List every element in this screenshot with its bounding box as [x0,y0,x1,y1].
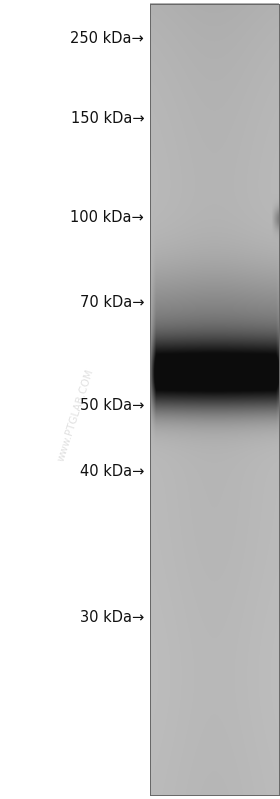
Text: www.PTGLAB.COM: www.PTGLAB.COM [56,368,95,463]
Text: 30 kDa→: 30 kDa→ [80,610,144,625]
Text: 70 kDa→: 70 kDa→ [80,295,144,309]
Text: 250 kDa→: 250 kDa→ [71,31,144,46]
Text: 50 kDa→: 50 kDa→ [80,399,144,413]
Text: 40 kDa→: 40 kDa→ [80,464,144,479]
Text: 100 kDa→: 100 kDa→ [71,210,144,225]
Text: 150 kDa→: 150 kDa→ [71,111,144,125]
